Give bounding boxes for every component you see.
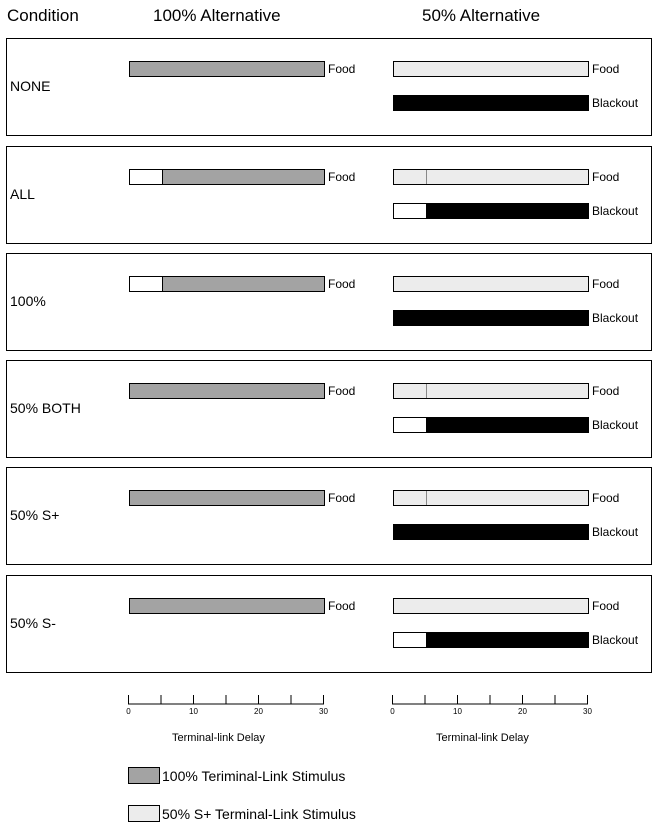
- axis-tick-label: 20: [518, 707, 527, 716]
- bar-segment-white: [394, 418, 427, 432]
- bar-label-food: Food: [592, 384, 620, 398]
- axis-tick-label: 0: [390, 707, 395, 716]
- condition-panel: ALL Food Food Blackout: [6, 146, 652, 244]
- bar-50-blackout: [393, 203, 589, 219]
- condition-label: ALL: [10, 186, 35, 202]
- bar-segment-light-gray: [426, 491, 588, 505]
- bar-label-food: Food: [328, 491, 356, 505]
- bar-label-food: Food: [328, 599, 356, 613]
- legend-swatch-light-gray: [128, 805, 160, 822]
- header-condition: Condition: [7, 6, 79, 25]
- legend-label: 50% S+ Terminal-Link Stimulus: [162, 806, 356, 822]
- bar-segment-black: [394, 311, 588, 325]
- axis-50-alternative: 0 10 20 30: [390, 695, 592, 716]
- bar-segment-white: [130, 277, 163, 291]
- axis-tick-label: 10: [189, 707, 198, 716]
- condition-panel: 50% S- Food Food Blackout: [6, 575, 652, 673]
- bar-segment-dark-gray: [162, 170, 324, 184]
- bar-50-food: [393, 383, 589, 399]
- axis-100-alternative: 0 10 20 30: [126, 695, 328, 716]
- bar-label-food: Food: [592, 491, 620, 505]
- bar-segment-light-gray: [426, 384, 588, 398]
- header-100-alternative: 100% Alternative: [153, 6, 281, 25]
- bar-segment-black: [426, 418, 588, 432]
- condition-panel: NONE Food Food Blackout: [6, 38, 652, 136]
- condition-label: 50% S-: [10, 615, 56, 631]
- condition-label: NONE: [10, 78, 51, 94]
- bar-100-food: [129, 169, 325, 185]
- bar-50-food: [393, 276, 589, 292]
- bar-100-food: [129, 276, 325, 292]
- bar-label-food: Food: [592, 277, 620, 291]
- bar-label-blackout: Blackout: [592, 96, 639, 110]
- bar-label-food: Food: [328, 277, 356, 291]
- bar-segment-light-gray: [426, 170, 588, 184]
- bar-label-food: Food: [328, 170, 356, 184]
- axis-tick-label: 10: [453, 707, 462, 716]
- axis-tick-label: 0: [126, 707, 131, 716]
- bar-segment-light-gray: [394, 170, 427, 184]
- condition-panel: 50% BOTH Food Food Blackout: [6, 360, 652, 458]
- bar-segment-light-gray: [394, 491, 427, 505]
- bar-label-blackout: Blackout: [592, 311, 639, 325]
- bar-label-food: Food: [592, 599, 620, 613]
- bar-segment-dark-gray: [130, 384, 324, 398]
- bar-segment-dark-gray: [130, 599, 324, 613]
- condition-label: 50% BOTH: [10, 400, 81, 416]
- axis-title-left: Terminal-link Delay: [172, 732, 265, 744]
- bar-100-food: [129, 61, 325, 77]
- bar-label-blackout: Blackout: [592, 204, 639, 218]
- condition-label: 50% S+: [10, 507, 60, 523]
- axis-tick-label: 20: [254, 707, 263, 716]
- header-50-alternative: 50% Alternative: [422, 6, 541, 25]
- bar-segment-black: [394, 96, 588, 110]
- bar-label-blackout: Blackout: [592, 633, 639, 647]
- bar-50-blackout: [393, 417, 589, 433]
- bar-100-food: [129, 598, 325, 614]
- bar-segment-white: [394, 633, 427, 647]
- bar-segment-white: [130, 170, 163, 184]
- condition-label: 100%: [10, 293, 46, 309]
- bar-50-blackout: [393, 95, 589, 111]
- bar-segment-dark-gray: [130, 491, 324, 505]
- bar-label-blackout: Blackout: [592, 418, 639, 432]
- bar-50-food: [393, 490, 589, 506]
- bar-50-food: [393, 61, 589, 77]
- bar-segment-black: [426, 633, 588, 647]
- bar-segment-light-gray: [394, 277, 588, 291]
- bar-label-food: Food: [328, 62, 356, 76]
- condition-panel: 100% Food Food Blackout: [6, 253, 652, 351]
- bar-segment-light-gray: [394, 384, 427, 398]
- bar-segment-light-gray: [394, 599, 588, 613]
- bar-segment-black: [426, 204, 588, 218]
- bar-segment-black: [394, 525, 588, 539]
- axis-title-right: Terminal-link Delay: [436, 732, 529, 744]
- axis-tick-label: 30: [583, 707, 592, 716]
- condition-panel: 50% S+ Food Food Blackout: [6, 467, 652, 565]
- bar-50-blackout: [393, 524, 589, 540]
- bar-label-food: Food: [592, 62, 620, 76]
- bar-50-blackout: [393, 632, 589, 648]
- bar-50-food: [393, 598, 589, 614]
- bar-label-blackout: Blackout: [592, 525, 639, 539]
- axis-tick-label: 30: [319, 707, 328, 716]
- legend-swatch-dark-gray: [128, 767, 160, 784]
- bar-100-food: [129, 490, 325, 506]
- bar-segment-white: [394, 204, 427, 218]
- bar-segment-dark-gray: [130, 62, 324, 76]
- bar-50-food: [393, 169, 589, 185]
- bar-segment-light-gray: [394, 62, 588, 76]
- bar-label-food: Food: [592, 170, 620, 184]
- legend-label: 100% Teriminal-Link Stimulus: [162, 768, 346, 784]
- bar-50-blackout: [393, 310, 589, 326]
- bar-100-food: [129, 383, 325, 399]
- bar-segment-dark-gray: [162, 277, 324, 291]
- bar-label-food: Food: [328, 384, 356, 398]
